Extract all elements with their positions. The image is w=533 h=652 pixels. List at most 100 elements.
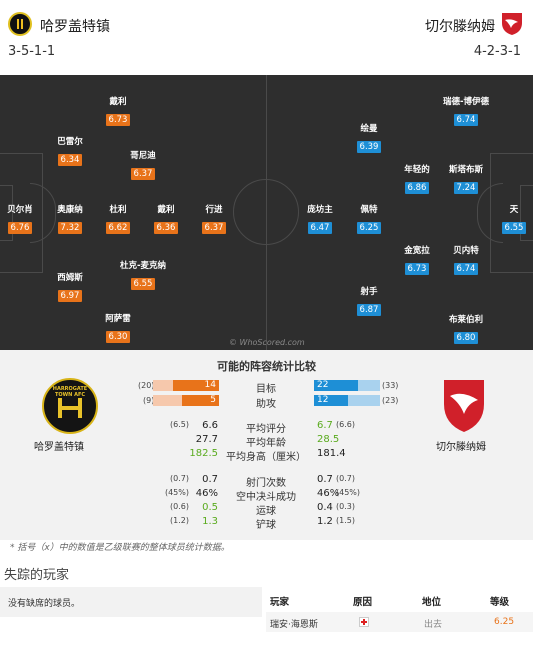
- player-name: 瑞德-博伊德: [442, 97, 490, 107]
- away-stat-value: 28.5: [317, 434, 340, 445]
- away-goal-box: [520, 185, 533, 241]
- home-player[interactable]: 奥康纳 7.32: [40, 203, 100, 234]
- player-rating: 6.34: [57, 154, 83, 166]
- player-rating: 6.76: [7, 222, 33, 234]
- away-player[interactable]: 年轻的 6.86: [387, 163, 447, 194]
- away-player[interactable]: 贝内特 6.74: [436, 244, 496, 275]
- away-player[interactable]: 瑞德-博伊德 6.74: [436, 95, 496, 126]
- player-name: 贝内特: [453, 246, 479, 256]
- player-rating: 6.97: [57, 290, 83, 302]
- home-league-stat: (6.5): [170, 420, 189, 429]
- away-assists-fill: [314, 395, 349, 406]
- away-player[interactable]: 布莱伯利 6.80: [436, 313, 496, 344]
- home-player[interactable]: 哥尼迪 6.37: [113, 149, 173, 180]
- away-player[interactable]: 金宽拉 6.73: [387, 244, 447, 275]
- away-league-stat: (45%): [336, 488, 361, 497]
- home-league-stat: (1.2): [170, 516, 189, 525]
- player-name: 杜克-麦克纳: [119, 261, 167, 271]
- player-rating: 7.24: [453, 182, 479, 194]
- stat-label: 铲球: [256, 520, 276, 531]
- centre-circle: [233, 179, 299, 245]
- away-player[interactable]: 斯塔布斯 7.24: [436, 163, 496, 194]
- player-name: 绘曼: [360, 124, 378, 134]
- home-assists-value: 5: [210, 395, 216, 405]
- home-player[interactable]: 西姆斯 6.97: [40, 271, 100, 302]
- home-player[interactable]: 戴利 6.36: [136, 203, 196, 234]
- player-rating: 6.36: [153, 222, 179, 234]
- home-player[interactable]: 行进 6.37: [184, 203, 244, 234]
- missing-player-status: 出去: [424, 620, 443, 630]
- away-stat-value: 181.4: [317, 448, 346, 459]
- home-player[interactable]: 杜克-麦克纳 6.55: [113, 259, 173, 290]
- col-reason: 原因: [353, 597, 373, 608]
- away-team-logo[interactable]: [499, 10, 525, 36]
- away-team-badge: [444, 380, 484, 432]
- home-stat-value: 0.7: [202, 474, 218, 485]
- player-rating: 6.37: [130, 168, 156, 180]
- away-player[interactable]: 绘曼 6.39: [339, 122, 399, 153]
- home-stat-value: 0.5: [202, 502, 218, 513]
- home-assists-bar: 5: [153, 395, 219, 406]
- home-league-stat: (0.7): [170, 474, 189, 483]
- watermark: © WhoScored.com: [229, 338, 305, 347]
- home-stat-value: 182.5: [189, 448, 218, 459]
- home-player[interactable]: 巴雷尔 6.34: [40, 135, 100, 166]
- away-player[interactable]: 射手 6.87: [339, 285, 399, 316]
- player-rating: 6.30: [105, 331, 131, 343]
- away-league-stat: (0.3): [336, 502, 355, 511]
- player-name: 戴利: [109, 97, 127, 107]
- home-league-stat: (0.6): [170, 502, 189, 511]
- away-assists-bar: 12: [314, 395, 380, 406]
- away-assists-league: (23): [382, 396, 399, 405]
- player-name: 戴利: [157, 205, 175, 215]
- col-rating: 等级: [490, 597, 510, 608]
- table-row[interactable]: [266, 612, 533, 632]
- home-team-label: 哈罗盖特镇: [34, 442, 84, 453]
- stat-label: 平均身高（厘米）: [226, 452, 306, 463]
- home-missing-panel: 没有缺席的球员。: [0, 587, 262, 617]
- pitch: 贝尔肖 6.76 戴利 6.73 巴雷尔 6.34 奥康纳 7.32 西姆斯 6.97 阿…: [0, 75, 533, 350]
- home-stat-value: 1.3: [202, 516, 218, 527]
- player-name: 西姆斯: [57, 273, 83, 283]
- player-rating: 6.25: [356, 222, 382, 234]
- assists-label: 助攻: [256, 399, 276, 410]
- missing-player-name[interactable]: 瑞安·海恩斯: [270, 620, 318, 630]
- home-team-name[interactable]: 哈罗盖特镇: [40, 19, 110, 35]
- home-goals-bar: 14: [153, 380, 219, 391]
- home-player[interactable]: 戴利 6.73: [88, 95, 148, 126]
- home-player[interactable]: 阿萨雷 6.30: [88, 312, 148, 343]
- player-name: 射手: [360, 287, 378, 297]
- away-league-stat: (6.6): [336, 420, 355, 429]
- away-team-label: 切尔滕纳姆: [436, 442, 486, 453]
- home-goals-league: (20): [138, 381, 155, 390]
- stat-label: 空中决斗成功: [236, 492, 296, 503]
- away-player[interactable]: 佩特 6.25: [339, 203, 399, 234]
- player-name: 贝尔肖: [7, 205, 33, 215]
- away-team-name[interactable]: 切尔滕纳姆: [425, 19, 495, 35]
- player-rating: 6.74: [453, 263, 479, 275]
- player-rating: 6.37: [201, 222, 227, 234]
- home-assists-fill: [182, 395, 219, 406]
- away-goals-league: (33): [382, 381, 399, 390]
- player-rating: 6.86: [404, 182, 430, 194]
- away-goals-fill: [314, 380, 359, 391]
- player-rating: 6.87: [356, 304, 382, 316]
- home-player[interactable]: 杜利 6.62: [88, 203, 148, 234]
- home-player[interactable]: 贝尔肖 6.76: [0, 203, 50, 234]
- player-name: 奥康纳: [57, 205, 83, 215]
- player-name: 庞坊主: [307, 205, 333, 215]
- home-team-logo[interactable]: [8, 12, 32, 36]
- home-assists-league: (9): [143, 396, 155, 405]
- player-rating: 6.39: [356, 141, 382, 153]
- player-name: 布莱伯利: [448, 315, 483, 325]
- player-name: 斯塔布斯: [448, 165, 483, 175]
- away-player[interactable]: 庞坊主 6.47: [290, 203, 350, 234]
- player-name: 阿萨雷: [105, 314, 131, 324]
- player-name: 行进: [205, 205, 223, 215]
- away-player[interactable]: 天 6.55: [484, 203, 533, 234]
- home-stat-value: 27.7: [195, 434, 218, 445]
- player-name: 金宽拉: [404, 246, 430, 256]
- stat-label: 射门次数: [246, 478, 286, 489]
- missing-player-rating: 6.25: [494, 617, 515, 627]
- home-league-stat: (45%): [164, 488, 189, 497]
